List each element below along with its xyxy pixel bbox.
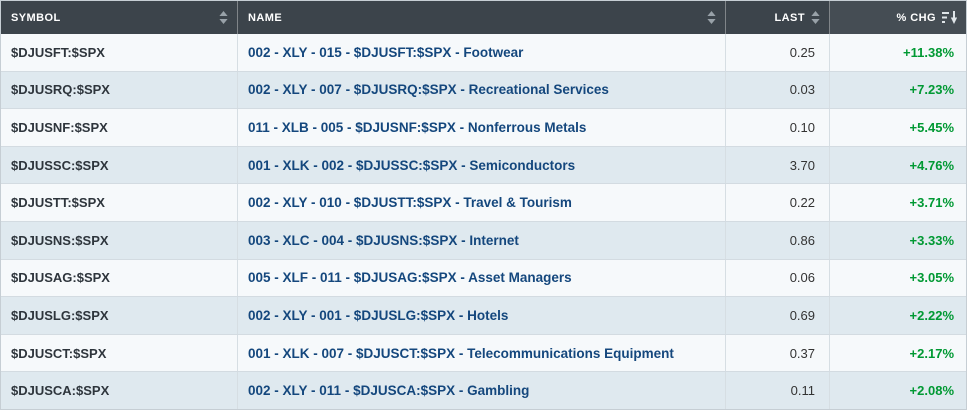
symbol-cell: $DJUSCT:$SPX (1, 334, 238, 372)
last-price-cell: 0.03 (726, 71, 830, 109)
table-row: $DJUSNS:$SPX 003 - XLC - 004 - $DJUSNS:$… (1, 221, 966, 260)
table-row: $DJUSCA:$SPX 002 - XLY - 011 - $DJUSCA:$… (1, 372, 966, 409)
name-link[interactable]: 002 - XLY - 010 - $DJUSTT:$SPX - Travel … (238, 184, 726, 221)
column-header-label: % CHG (896, 11, 936, 24)
table-row: $DJUSRQ:$SPX 002 - XLY - 007 - $DJUSRQ:$… (1, 71, 966, 110)
pct-chg-cell: +2.17% (909, 345, 954, 361)
name-link[interactable]: 001 - XLK - 002 - $DJUSSC:$SPX - Semicon… (238, 146, 726, 184)
symbol-cell: $DJUSAG:$SPX (1, 259, 238, 297)
column-header-pct-chg[interactable]: % CHG (830, 1, 966, 34)
last-price-cell: 0.22 (726, 184, 830, 221)
name-link[interactable]: 002 - XLY - 007 - $DJUSRQ:$SPX - Recreat… (238, 71, 726, 109)
pct-chg-cell: +11.38% (903, 44, 954, 60)
pct-chg-cell: +3.71% (909, 195, 954, 211)
table-header-row: SYMBOL NAME LAST % CHG (1, 1, 966, 34)
table-row: $DJUSLG:$SPX 002 - XLY - 001 - $DJUSLG:$… (1, 297, 966, 335)
symbol-cell: $DJUSFT:$SPX (1, 34, 238, 71)
pct-chg-cell: +2.08% (909, 383, 954, 399)
symbol-cell: $DJUSNF:$SPX (1, 109, 238, 146)
last-price-cell: 0.10 (726, 109, 830, 146)
symbol-cell: $DJUSCA:$SPX (1, 372, 238, 409)
pct-chg-cell: +5.45% (909, 119, 954, 135)
sort-updown-icon (707, 11, 716, 24)
table-row: $DJUSAG:$SPX 005 - XLF - 011 - $DJUSAG:$… (1, 259, 966, 298)
symbol-cell: $DJUSNS:$SPX (1, 221, 238, 259)
last-price-cell: 0.25 (726, 34, 830, 71)
name-link[interactable]: 001 - XLK - 007 - $DJUSCT:$SPX - Telecom… (238, 334, 726, 372)
table-row: $DJUSFT:$SPX 002 - XLY - 015 - $DJUSFT:$… (1, 34, 966, 72)
column-header-last[interactable]: LAST (726, 1, 830, 34)
name-link[interactable]: 002 - XLY - 015 - $DJUSFT:$SPX - Footwea… (238, 34, 726, 71)
column-header-name[interactable]: NAME (238, 1, 726, 34)
last-price-cell: 0.37 (726, 334, 830, 372)
symbol-cell: $DJUSRQ:$SPX (1, 71, 238, 109)
pct-chg-cell: +4.76% (909, 157, 954, 173)
sort-updown-icon (811, 11, 820, 24)
pct-chg-cell: +2.22% (909, 307, 954, 323)
last-price-cell: 0.11 (726, 372, 830, 409)
sort-descending-icon (942, 11, 957, 24)
table-row: $DJUSTT:$SPX 002 - XLY - 010 - $DJUSTT:$… (1, 184, 966, 222)
table-row: $DJUSNF:$SPX 011 - XLB - 005 - $DJUSNF:$… (1, 109, 966, 147)
column-header-symbol[interactable]: SYMBOL (1, 1, 238, 34)
table-row: $DJUSCT:$SPX 001 - XLK - 007 - $DJUSCT:$… (1, 334, 966, 373)
column-header-label: NAME (248, 11, 283, 24)
pct-chg-cell: +7.23% (909, 82, 954, 98)
sort-updown-icon (219, 11, 228, 24)
pct-chg-cell: +3.33% (909, 232, 954, 248)
last-price-cell: 0.86 (726, 221, 830, 259)
table-row: $DJUSSC:$SPX 001 - XLK - 002 - $DJUSSC:$… (1, 146, 966, 185)
pct-chg-cell: +3.05% (909, 270, 954, 286)
name-link[interactable]: 002 - XLY - 001 - $DJUSLG:$SPX - Hotels (238, 297, 726, 334)
column-header-label: LAST (774, 11, 805, 24)
name-link[interactable]: 011 - XLB - 005 - $DJUSNF:$SPX - Nonferr… (238, 109, 726, 146)
name-link[interactable]: 003 - XLC - 004 - $DJUSNS:$SPX - Interne… (238, 221, 726, 259)
last-price-cell: 0.69 (726, 297, 830, 334)
table-body: $DJUSFT:$SPX 002 - XLY - 015 - $DJUSFT:$… (1, 34, 966, 409)
name-link[interactable]: 005 - XLF - 011 - $DJUSAG:$SPX - Asset M… (238, 259, 726, 297)
last-price-cell: 3.70 (726, 146, 830, 184)
last-price-cell: 0.06 (726, 259, 830, 297)
symbol-cell: $DJUSLG:$SPX (1, 297, 238, 334)
symbol-cell: $DJUSSC:$SPX (1, 146, 238, 184)
column-header-label: SYMBOL (11, 11, 61, 24)
symbol-cell: $DJUSTT:$SPX (1, 184, 238, 221)
name-link[interactable]: 002 - XLY - 011 - $DJUSCA:$SPX - Gamblin… (238, 372, 726, 409)
